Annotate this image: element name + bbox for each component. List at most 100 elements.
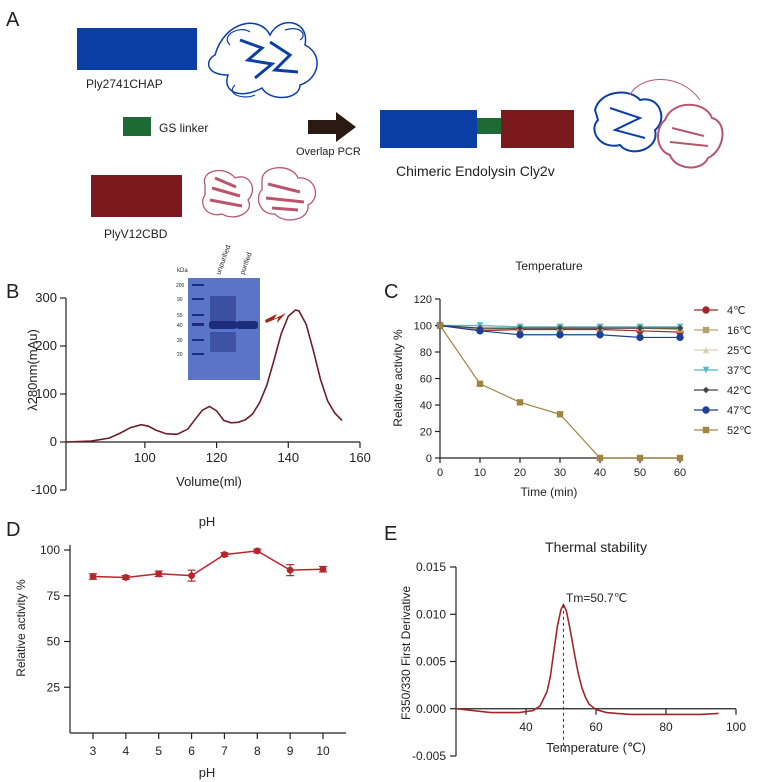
chart-c-data-point bbox=[476, 327, 484, 335]
chart-c-ylabel: Relative activity % bbox=[391, 329, 405, 427]
chart-d-xtick-label: 5 bbox=[155, 744, 162, 758]
chart-d-xtick-label: 3 bbox=[90, 744, 97, 758]
chart-e-xtick-label: 40 bbox=[519, 720, 533, 734]
chart-c-legend-swatch-marker bbox=[702, 366, 710, 374]
chart-c-ytick-label: 40 bbox=[420, 400, 432, 412]
cbd-protein-structure bbox=[202, 167, 317, 221]
chart-c-xtick-label: 10 bbox=[474, 467, 486, 479]
panel-letter-a: A bbox=[6, 9, 20, 31]
chart-d-xtick-label: 8 bbox=[254, 744, 261, 758]
chart-b-xtick-label: 160 bbox=[349, 450, 371, 465]
chimera-cbd-segment bbox=[501, 110, 574, 148]
chart-c-legend-label: 47℃ bbox=[727, 405, 752, 417]
chart-b-chromatogram: λ280nm(mAu) Volume(ml) -100 0 100 200 300 100… bbox=[25, 290, 371, 497]
chart-c-xtick-label: 0 bbox=[437, 467, 443, 479]
chimera-chap-segment bbox=[380, 110, 477, 148]
overlap-pcr-arrow bbox=[308, 112, 356, 142]
chart-c-legend-swatch-marker bbox=[702, 326, 710, 334]
chart-c-legend-label: 25℃ bbox=[727, 345, 752, 357]
chart-e-title: Thermal stability bbox=[545, 539, 647, 555]
chart-c-data-point bbox=[516, 331, 524, 339]
chart-e-thermal: Thermal stability F350/330 First Derivat… bbox=[399, 539, 746, 763]
chart-c-ytick-label: 0 bbox=[426, 453, 432, 465]
panel-letter-e: E bbox=[384, 523, 397, 545]
chart-b-ytick-label: -100 bbox=[31, 482, 57, 497]
chart-d-xtick-label: 4 bbox=[123, 744, 130, 758]
overlap-pcr-label: Overlap PCR bbox=[296, 146, 361, 158]
chart-d-xtick-label: 10 bbox=[316, 744, 330, 758]
cbd-domain-box bbox=[91, 175, 182, 217]
chart-e-xtick-label: 60 bbox=[589, 720, 603, 734]
chart-c-data-point bbox=[596, 324, 604, 332]
chart-c-xtick-label: 20 bbox=[514, 467, 526, 479]
gel-marker-20: 20 bbox=[177, 352, 183, 358]
cbd-domain-label: PlyV12CBD bbox=[104, 227, 168, 241]
chart-c-title: Temperature bbox=[515, 259, 583, 273]
chart-c-legend-swatch-marker bbox=[702, 426, 710, 434]
chart-c-data-point bbox=[596, 331, 604, 339]
chart-c-xlabel: Time (min) bbox=[521, 485, 578, 499]
chart-c-data-point bbox=[516, 399, 524, 406]
chart-c-data-point bbox=[556, 324, 564, 332]
chart-d-data-point bbox=[122, 574, 130, 581]
chart-c-data-point bbox=[636, 454, 644, 462]
chart-e-tm-annotation: Tm=50.7℃ bbox=[566, 591, 627, 605]
chart-b-ytick-label: 0 bbox=[50, 434, 57, 449]
chart-d-ytick-label: 100 bbox=[40, 543, 60, 557]
chart-c-ytick-label: 60 bbox=[420, 374, 432, 386]
chart-d-data-point bbox=[188, 572, 195, 580]
chart-c-data-point bbox=[556, 411, 564, 418]
chart-d-ph: pH Relative activity % pH 25 50 75 100 3 4 5 6 7… bbox=[14, 514, 346, 780]
chart-e-xlabel: Temperature (℃) bbox=[546, 740, 646, 755]
chart-c-ytick-label: 100 bbox=[414, 321, 432, 333]
chart-d-data-point bbox=[319, 565, 327, 573]
chart-b-ytick-label: 300 bbox=[35, 290, 57, 305]
gel-marker-30: 30 bbox=[177, 338, 183, 344]
chart-c-data-point bbox=[556, 331, 564, 339]
chart-e-ylabel: F350/330 First Derivative bbox=[399, 586, 413, 720]
chart-d-data-point bbox=[221, 551, 228, 558]
gel-marker-55: 55 bbox=[177, 313, 183, 319]
chart-c-legend-swatch-marker bbox=[702, 386, 710, 394]
chart-c-legend-swatch-marker bbox=[702, 346, 710, 354]
chart-b-ylabel: λ280nm(mAu) bbox=[25, 329, 40, 411]
chart-d-ytick-label: 25 bbox=[47, 680, 61, 694]
chart-c-xtick-label: 50 bbox=[634, 467, 646, 479]
chart-d-title: pH bbox=[199, 514, 216, 529]
chart-c-ytick-label: 120 bbox=[414, 294, 432, 306]
gel-marker-90: 90 bbox=[177, 297, 183, 303]
chart-c-legend-label: 52℃ bbox=[727, 425, 752, 437]
chart-c-data-point bbox=[676, 324, 684, 332]
chart-c-legend-label: 37℃ bbox=[727, 365, 752, 377]
chimera-linker-segment bbox=[477, 118, 501, 134]
chart-d-xtick-label: 6 bbox=[188, 744, 195, 758]
chart-e-ytick-label: 0.010 bbox=[416, 607, 446, 621]
chart-c-legend-swatch-marker bbox=[702, 406, 710, 414]
panel-letter-c: C bbox=[384, 281, 398, 303]
gel-kda-label: kDa bbox=[177, 268, 188, 274]
chart-c-data-point bbox=[476, 380, 484, 387]
chart-c-series-line bbox=[439, 325, 680, 459]
chart-c-data-point bbox=[676, 454, 684, 462]
chart-d-data-point bbox=[286, 566, 294, 574]
chart-e-ytick-label: 0.015 bbox=[416, 560, 446, 574]
chimera-protein-structure bbox=[593, 79, 724, 169]
chart-c-data-point bbox=[676, 333, 684, 342]
chart-e-ytick-label: 0.000 bbox=[416, 702, 446, 716]
chart-c-data-point bbox=[436, 322, 444, 329]
chart-d-data-point bbox=[155, 570, 163, 578]
chart-d-ytick-label: 75 bbox=[47, 589, 61, 603]
chart-c-ytick-label: 80 bbox=[420, 347, 432, 359]
chart-c-legend: 4℃ 16℃ 25℃ 37℃ 42℃ 47℃ 52℃ bbox=[694, 305, 752, 437]
chart-d-xlabel: pH bbox=[199, 765, 216, 780]
panel-letter-d: D bbox=[6, 519, 20, 541]
gel-lane-label-purified: purified bbox=[239, 252, 253, 276]
chart-c-data-point bbox=[636, 324, 644, 332]
chart-c-legend-label: 42℃ bbox=[727, 385, 752, 397]
chart-c-ytick-label: 20 bbox=[420, 427, 432, 439]
gel-marker-40: 40 bbox=[177, 323, 183, 329]
chart-c-data-point bbox=[516, 324, 524, 332]
chart-d-xtick-label: 9 bbox=[287, 744, 294, 758]
gel-lane-label-unpurified: unpurified bbox=[215, 244, 232, 275]
